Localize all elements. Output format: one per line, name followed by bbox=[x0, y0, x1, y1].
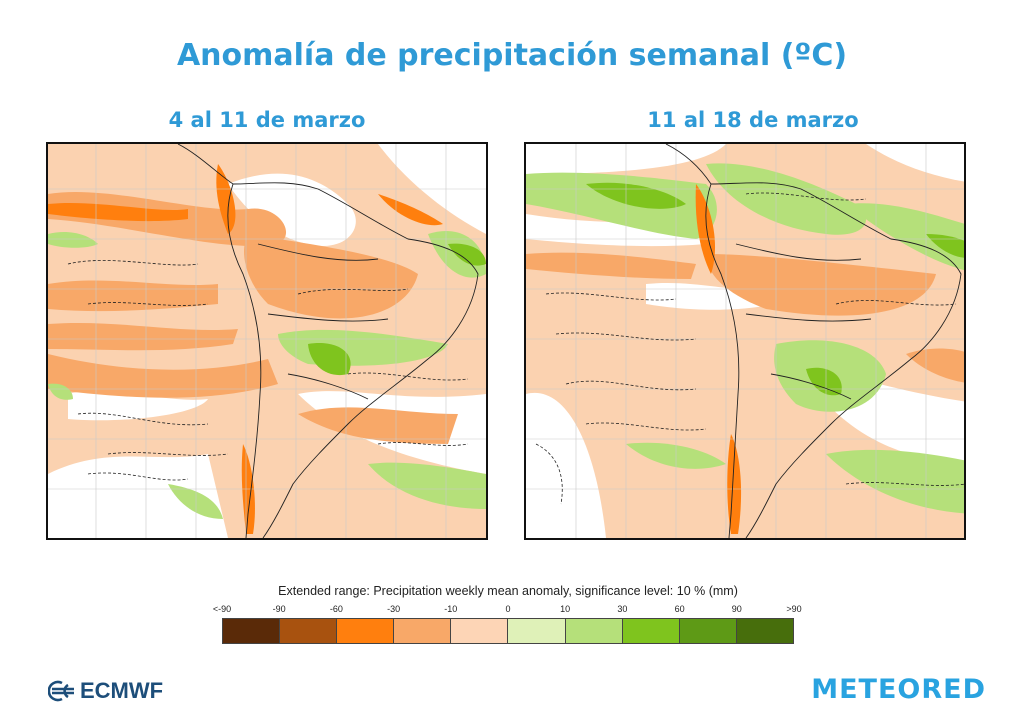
legend-swatch bbox=[736, 619, 793, 643]
ecmwf-logo-text: ECMWF bbox=[80, 678, 164, 703]
legend-swatch bbox=[337, 619, 395, 643]
map-2-subtitle: 11 al 18 de marzo bbox=[647, 108, 859, 132]
legend-tick: 10 bbox=[560, 604, 571, 614]
legend-tick: 0 bbox=[505, 604, 511, 614]
legend-tick: -10 bbox=[444, 604, 458, 614]
ecmwf-logo: ECMWF bbox=[48, 678, 163, 704]
map-2-graphic bbox=[526, 144, 964, 538]
ecmwf-mark-icon bbox=[48, 680, 74, 702]
page-title: Anomalía de precipitación semanal (ºC) bbox=[176, 38, 848, 73]
legend-color-bar bbox=[222, 618, 794, 644]
legend-tick: -90 bbox=[272, 604, 286, 614]
meteored-logo: METEORED bbox=[811, 674, 986, 705]
legend-swatch bbox=[508, 619, 566, 643]
legend-title: Extended range: Precipitation weekly mea… bbox=[278, 584, 738, 598]
legend-swatch bbox=[394, 619, 452, 643]
legend-swatch bbox=[622, 619, 680, 643]
legend-tick: -60 bbox=[329, 604, 343, 614]
map-2-panel bbox=[524, 142, 966, 540]
legend-tick: 60 bbox=[674, 604, 685, 614]
legend-tick: 30 bbox=[617, 604, 628, 614]
legend-tick: -30 bbox=[387, 604, 401, 614]
legend-swatch bbox=[679, 619, 737, 643]
legend-swatch bbox=[223, 619, 281, 643]
map-1-graphic bbox=[48, 144, 486, 538]
legend-swatch bbox=[280, 619, 338, 643]
legend-tick: 90 bbox=[731, 604, 742, 614]
legend-tick: <-90 bbox=[212, 604, 232, 614]
map-1-panel bbox=[46, 142, 488, 540]
legend-swatch bbox=[451, 619, 509, 643]
legend-swatch bbox=[565, 619, 623, 643]
map-1-subtitle: 4 al 11 de marzo bbox=[168, 108, 366, 132]
legend-tick: >90 bbox=[786, 604, 802, 614]
legend-ticks: <-90 -90 -60 -30 -10 0 10 30 60 90 >90 bbox=[213, 604, 802, 618]
